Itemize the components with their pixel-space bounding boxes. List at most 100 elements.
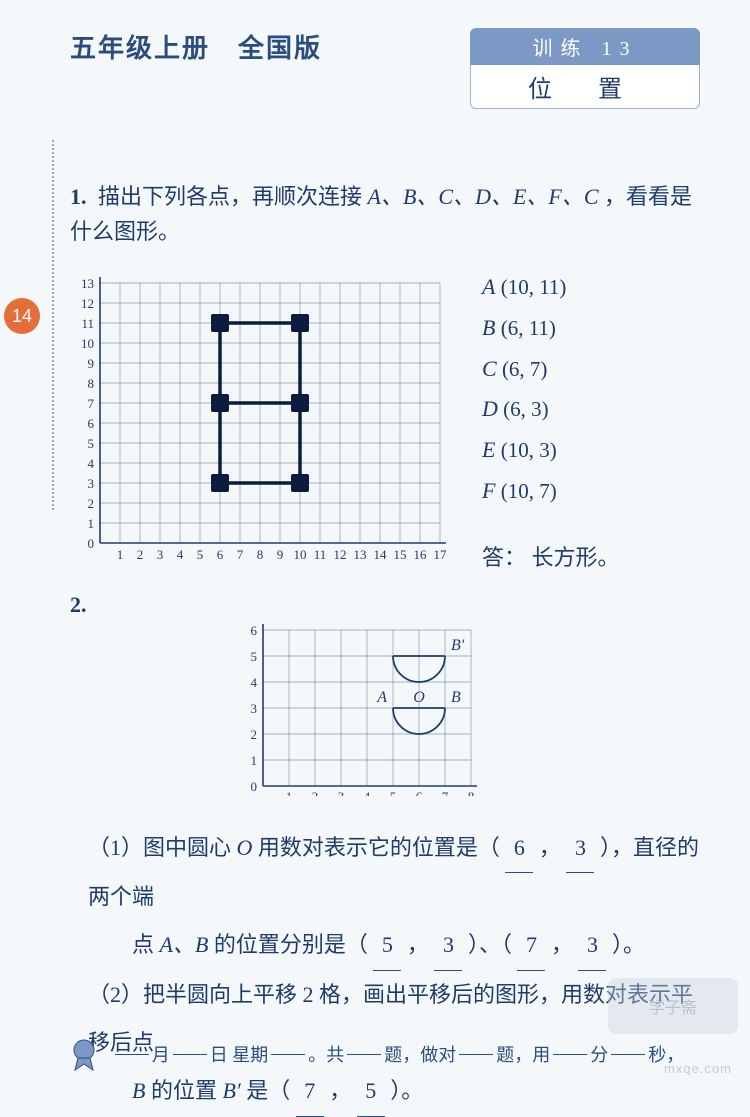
- q1-point-C: C (6, 7): [482, 349, 620, 390]
- svg-text:1: 1: [88, 516, 95, 531]
- q2-sub1-line2: 点 A、B 的位置分别是（ 5 ， 3 ）、（ 7 ， 3 ）。: [88, 921, 700, 970]
- q1-answer-text: 长方形。: [532, 545, 620, 570]
- svg-text:5: 5: [88, 436, 95, 451]
- svg-text:10: 10: [81, 336, 94, 351]
- svg-text:0: 0: [88, 536, 95, 551]
- q2-s2l2-b: B: [132, 1078, 145, 1103]
- q1-grid: 0123456789101112131234567891011121314151…: [70, 263, 450, 563]
- q2-sub1-line1: （1）图中圆心 O 用数对表示它的位置是（ 6 ， 3 ），直径的两个端: [88, 824, 700, 922]
- comma: ，: [551, 932, 573, 957]
- svg-text:O: O: [413, 689, 425, 706]
- svg-text:3: 3: [251, 701, 258, 716]
- footer-blank-week: [271, 1054, 305, 1055]
- blank-bp-x: 7: [296, 1067, 324, 1116]
- svg-text:4: 4: [364, 789, 371, 796]
- margin-dotted-line: [52, 140, 54, 510]
- svg-text:1: 1: [117, 547, 124, 562]
- q1-right-column: A (10, 11)B (6, 11)C (6, 7)D (6, 3)E (10…: [450, 263, 620, 571]
- q2-s2l2-t2: 是（: [246, 1078, 290, 1103]
- comma: ，: [329, 1078, 351, 1103]
- q2-number: 2.: [70, 592, 700, 618]
- lesson-tab-title: 位 置: [470, 65, 700, 109]
- q2-s1l2-t3: ）、（: [468, 932, 512, 957]
- q2-subquestions: （1）图中圆心 O 用数对表示它的位置是（ 6 ， 3 ），直径的两个端 点 A…: [70, 824, 700, 1117]
- svg-text:14: 14: [374, 547, 388, 562]
- svg-text:2: 2: [88, 496, 95, 511]
- svg-text:13: 13: [81, 276, 94, 291]
- footer-blank-month: [115, 1054, 149, 1055]
- svg-text:7: 7: [442, 789, 449, 796]
- svg-text:5: 5: [390, 789, 397, 796]
- footer-t1: 月: [152, 1041, 170, 1067]
- q2-s1-o: O: [237, 835, 253, 860]
- svg-text:1: 1: [251, 753, 258, 768]
- q1-point-B: B (6, 11): [482, 308, 620, 349]
- comma: ，: [407, 932, 429, 957]
- q1-point-D: D (6, 3): [482, 389, 620, 430]
- comma: ，: [539, 835, 561, 860]
- svg-text:B': B': [451, 637, 465, 654]
- q2-s1l2-t1: 点: [132, 932, 160, 957]
- svg-text:15: 15: [394, 547, 407, 562]
- svg-text:4: 4: [177, 547, 184, 562]
- watermark-line1: 学子斋: [649, 994, 697, 1018]
- q1-text-prefix: 描出下列各点，再顺次连接: [98, 184, 368, 209]
- q1-prompt: 1. 描出下列各点，再顺次连接 A、B、C、D、E、F、C ，看看是什么图形。: [70, 179, 700, 249]
- q2-s2l2-t3: ）。: [390, 1078, 423, 1103]
- q2-s1-t1: （1）图中圆心: [88, 835, 237, 860]
- svg-text:8: 8: [468, 789, 475, 796]
- watermark-line2: mxqe.com: [664, 1061, 732, 1076]
- footer-blank-sec: [611, 1054, 645, 1055]
- blank-a-x: 5: [373, 921, 401, 970]
- q1-body: 0123456789101112131234567891011121314151…: [70, 263, 700, 571]
- q1-answer: 答： 长方形。: [482, 540, 620, 572]
- svg-text:11: 11: [81, 316, 94, 331]
- blank-bp-y: 5: [357, 1067, 385, 1116]
- svg-text:17: 17: [434, 547, 448, 562]
- page: 五年级上册 全国版 训练 13 位 置 14 1. 描出下列各点，再顺次连接 A…: [0, 0, 750, 1094]
- q2-sub2-line2: B 的位置 B′ 是（ 7 ， 5 ）。: [88, 1067, 700, 1116]
- page-number-badge: 14: [4, 298, 40, 334]
- q2-grid-svg: 012345612345678AOBB': [235, 618, 535, 796]
- svg-text:1: 1: [286, 789, 293, 796]
- svg-text:12: 12: [334, 547, 347, 562]
- svg-text:5: 5: [197, 547, 204, 562]
- footer-t3: 。共: [308, 1041, 344, 1067]
- lesson-tab-number: 训练 13: [470, 28, 700, 65]
- ribbon-icon: [66, 1036, 102, 1072]
- svg-text:16: 16: [414, 547, 428, 562]
- svg-text:3: 3: [88, 476, 95, 491]
- svg-text:6: 6: [217, 547, 224, 562]
- svg-text:B: B: [451, 689, 461, 706]
- q2-s1l2-t4: ）。: [612, 932, 645, 957]
- svg-text:9: 9: [88, 356, 95, 371]
- q1-answer-label: 答：: [482, 545, 526, 570]
- svg-text:8: 8: [257, 547, 264, 562]
- svg-text:5: 5: [251, 649, 258, 664]
- svg-text:6: 6: [251, 623, 258, 638]
- blank-o-x: 6: [505, 824, 533, 873]
- svg-text:13: 13: [354, 547, 367, 562]
- footer-t5: 题，用: [496, 1041, 550, 1067]
- svg-text:2: 2: [312, 789, 319, 796]
- svg-text:11: 11: [314, 547, 327, 562]
- q2-s1l2-t2: 的位置分别是（: [214, 932, 368, 957]
- watermark-badge: 学子斋: [608, 978, 738, 1034]
- svg-text:2: 2: [251, 727, 258, 742]
- q1-point-list: A (10, 11)B (6, 11)C (6, 7)D (6, 3)E (10…: [482, 267, 620, 511]
- lesson-tab: 训练 13 位 置: [470, 28, 700, 109]
- q1-point-A: A (10, 11): [482, 267, 620, 308]
- q2-s1l2-ab: A、B: [160, 932, 209, 957]
- svg-text:8: 8: [88, 376, 95, 391]
- svg-text:3: 3: [157, 547, 164, 562]
- blank-o-y: 3: [566, 824, 594, 873]
- q2-grid: 012345612345678AOBB': [235, 618, 535, 796]
- q2-s2l2-bp: B′: [222, 1078, 240, 1103]
- header: 五年级上册 全国版 训练 13 位 置: [70, 28, 700, 109]
- q1-point-F: F (10, 7): [482, 471, 620, 512]
- footer-blank-total: [347, 1054, 381, 1055]
- svg-text:7: 7: [88, 396, 95, 411]
- footer-blank-min: [553, 1054, 587, 1055]
- svg-text:A: A: [376, 689, 387, 706]
- svg-text:4: 4: [88, 456, 95, 471]
